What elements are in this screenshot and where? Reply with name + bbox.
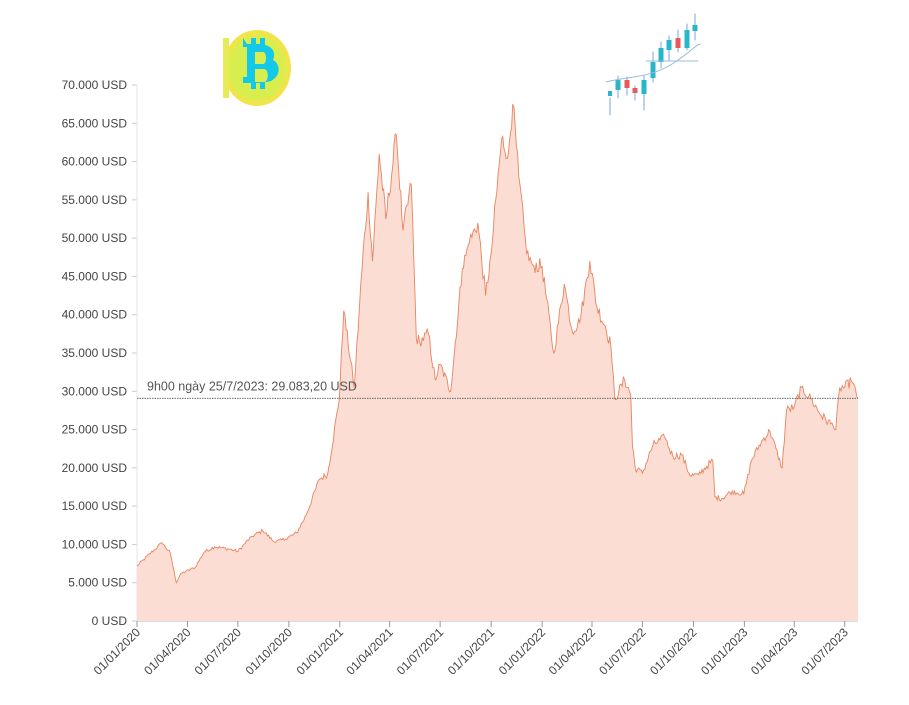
- x-tick-label: 01/07/2023: [798, 625, 851, 678]
- y-axis: 0 USD 5.000 USD 10.000 USD 15.000 USD 20.000…: [62, 78, 138, 628]
- y-tick-label: 20.000 USD: [62, 461, 128, 475]
- x-tick-label: 01/01/2022: [496, 625, 549, 678]
- candlestick-chart-icon: [605, 13, 701, 116]
- x-tick-label: 01/01/2023: [698, 625, 751, 678]
- y-tick-label: 50.000 USD: [62, 231, 128, 245]
- plot-area: [136, 103, 859, 622]
- price-line: [136, 103, 859, 584]
- y-tick-label: 70.000 USD: [62, 78, 128, 92]
- y-tick-label: 40.000 USD: [62, 308, 128, 322]
- y-tick-label: 15.000 USD: [62, 499, 128, 513]
- bitcoin-coin-icon: [223, 30, 291, 106]
- x-tick-label: 01/10/2022: [647, 625, 700, 678]
- y-tick-label: 0 USD: [92, 614, 128, 628]
- y-tick-label: 25.000 USD: [62, 423, 128, 437]
- x-tick-label: 01/01/2020: [91, 625, 144, 678]
- x-axis: 01/01/202001/04/202001/07/202001/10/2020…: [91, 620, 858, 678]
- y-tick-label: 65.000 USD: [62, 116, 128, 130]
- x-tick-label: 01/04/2022: [546, 625, 599, 678]
- x-tick-label: 01/07/2021: [394, 625, 447, 678]
- y-tick-label: 5.000 USD: [68, 576, 127, 590]
- y-tick-label: 55.000 USD: [62, 193, 128, 207]
- x-tick-label: 01/04/2021: [343, 625, 396, 678]
- x-tick-label: 01/04/2023: [748, 625, 801, 678]
- x-tick-label: 01/10/2021: [445, 625, 498, 678]
- x-tick-label: 01/07/2020: [192, 625, 245, 678]
- x-tick-label: 01/01/2021: [294, 625, 347, 678]
- x-tick-label: 01/04/2020: [141, 625, 194, 678]
- y-tick-label: 60.000 USD: [62, 155, 128, 169]
- x-tick-label: 01/10/2020: [243, 625, 296, 678]
- reference-label: 9h00 ngày 25/7/2023: 29.083,20 USD: [147, 379, 357, 393]
- x-tick-label: 01/07/2022: [596, 625, 649, 678]
- y-tick-label: 35.000 USD: [62, 346, 128, 360]
- y-tick-label: 45.000 USD: [62, 269, 128, 283]
- price-area: [137, 104, 858, 622]
- y-tick-label: 30.000 USD: [62, 384, 128, 398]
- reference-annotation: 9h00 ngày 25/7/2023: 29.083,20 USD: [137, 379, 858, 399]
- y-tick-label: 10.000 USD: [62, 537, 128, 551]
